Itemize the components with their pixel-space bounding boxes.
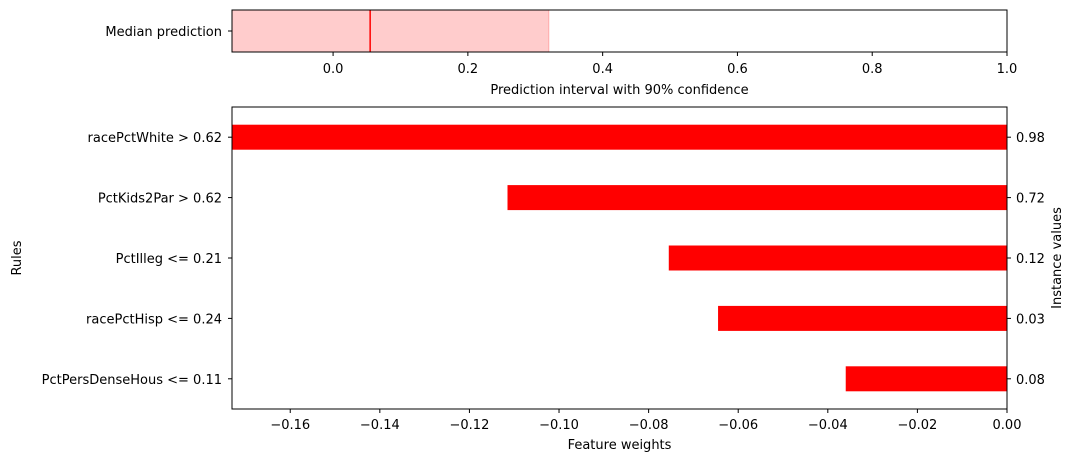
rule-label: PctPersDenseHous <= 0.11 xyxy=(42,373,222,388)
instance-value-label: 0.72 xyxy=(1016,192,1045,207)
feature-weight-bar xyxy=(845,366,1007,392)
x-tick-label: 1.0 xyxy=(997,62,1018,77)
x-tick-label: 0.0 xyxy=(323,62,344,77)
instance-values-axis-title: Instance values xyxy=(1050,207,1065,309)
rule-label: racePctWhite > 0.62 xyxy=(88,131,222,146)
x-tick-label: −0.06 xyxy=(718,418,758,433)
x-tick-label: 0.6 xyxy=(727,62,748,77)
x-tick-label: −0.02 xyxy=(897,418,937,433)
prediction-interval-bar xyxy=(231,9,550,53)
feature-weight-bar xyxy=(232,124,1007,150)
rules-y-axis-title: Rules xyxy=(10,240,25,275)
instance-value-label: 0.98 xyxy=(1016,131,1045,146)
x-tick-label: 0.4 xyxy=(592,62,613,77)
rule-label: PctKids2Par > 0.62 xyxy=(98,192,222,207)
feature-weight-bars xyxy=(232,124,1007,392)
weights-panel: racePctWhite > 0.62 PctKids2Par > 0.62 Pct… xyxy=(10,106,1065,453)
x-tick-label: −0.04 xyxy=(808,418,848,433)
prediction-panel: Median prediction 0.0 0.2 0.4 0.6 0.8 1.0 Pre… xyxy=(105,9,1018,98)
prediction-interval-layer xyxy=(231,9,550,53)
x-tick-label: 0.8 xyxy=(862,62,883,77)
rule-y-ticks: racePctWhite > 0.62 PctKids2Par > 0.62 Pct… xyxy=(42,131,232,388)
x-tick-label: −0.14 xyxy=(360,418,400,433)
x-tick-label: 0.00 xyxy=(993,418,1022,433)
prediction-y-ticks: Median prediction xyxy=(105,25,232,40)
instance-value-label: 0.08 xyxy=(1016,373,1045,388)
x-tick-label: −0.08 xyxy=(629,418,669,433)
feature-weight-bar xyxy=(507,185,1007,211)
median-prediction-label: Median prediction xyxy=(105,25,222,40)
x-tick-label: −0.12 xyxy=(450,418,490,433)
feature-weight-bar xyxy=(668,245,1007,271)
instance-value-label: 0.03 xyxy=(1016,312,1045,327)
instance-value-label: 0.12 xyxy=(1016,252,1045,267)
x-tick-label: −0.10 xyxy=(539,418,579,433)
x-tick-label: 0.2 xyxy=(458,62,479,77)
rule-label: PctIlleg <= 0.21 xyxy=(116,252,222,267)
x-tick-label: −0.16 xyxy=(270,418,310,433)
prediction-x-ticks: 0.0 0.2 0.4 0.6 0.8 1.0 xyxy=(323,52,1018,77)
weights-x-axis-title: Feature weights xyxy=(568,438,672,453)
feature-weight-bar xyxy=(718,305,1007,331)
instance-value-ticks: 0.98 0.72 0.12 0.03 0.08 xyxy=(1007,131,1045,388)
prediction-x-axis-title: Prediction interval with 90% confidence xyxy=(490,83,748,98)
weights-x-ticks: −0.16 −0.14 −0.12 −0.10 −0.08 −0.06 −0.04 −0.02… xyxy=(270,409,1021,433)
rule-label: racePctHisp <= 0.24 xyxy=(86,312,222,327)
